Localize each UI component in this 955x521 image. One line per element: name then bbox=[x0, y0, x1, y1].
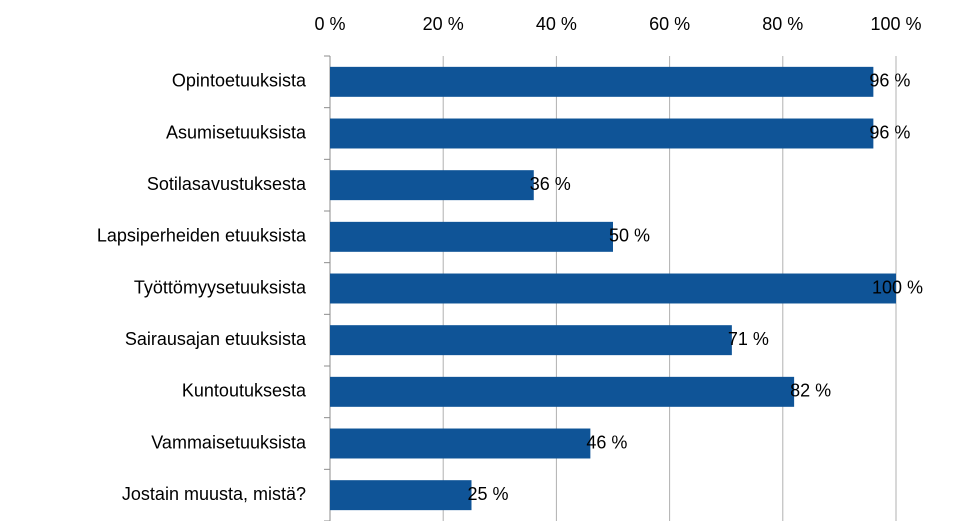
data-label: 36 % bbox=[530, 174, 571, 194]
y-tick-label: Sairausajan etuuksista bbox=[125, 329, 307, 349]
x-tick-label: 20 % bbox=[423, 14, 464, 34]
y-tick-label: Kuntoutuksesta bbox=[182, 381, 307, 401]
x-tick-label: 80 % bbox=[762, 14, 803, 34]
y-tick-label: Lapsiperheiden etuuksista bbox=[97, 226, 307, 246]
bar bbox=[330, 66, 874, 97]
data-label: 96 % bbox=[869, 122, 910, 142]
bar bbox=[330, 273, 896, 304]
x-tick-label: 40 % bbox=[536, 14, 577, 34]
y-tick-label: Asumisetuuksista bbox=[166, 122, 307, 142]
bar bbox=[330, 428, 591, 459]
y-tick-label: Opintoetuuksista bbox=[172, 71, 307, 91]
bar bbox=[330, 325, 732, 356]
y-tick-label: Sotilasavustuksesta bbox=[147, 174, 307, 194]
data-label: 50 % bbox=[609, 226, 650, 246]
y-tick-label: Vammaisetuuksista bbox=[151, 432, 307, 452]
bar bbox=[330, 170, 534, 201]
y-tick-label: Työttömyysetuuksista bbox=[134, 277, 307, 297]
x-tick-label: 100 % bbox=[870, 14, 921, 34]
x-tick-label: 0 % bbox=[314, 14, 345, 34]
data-label: 46 % bbox=[586, 432, 627, 452]
x-tick-label: 60 % bbox=[649, 14, 690, 34]
data-label: 96 % bbox=[869, 71, 910, 91]
bar bbox=[330, 221, 613, 252]
data-label: 100 % bbox=[872, 277, 923, 297]
bar bbox=[330, 376, 795, 407]
y-tick-label: Jostain muusta, mistä? bbox=[122, 484, 306, 504]
bar bbox=[330, 118, 874, 149]
data-label: 82 % bbox=[790, 381, 831, 401]
data-label: 71 % bbox=[728, 329, 769, 349]
bar bbox=[330, 480, 472, 511]
data-label: 25 % bbox=[468, 484, 509, 504]
